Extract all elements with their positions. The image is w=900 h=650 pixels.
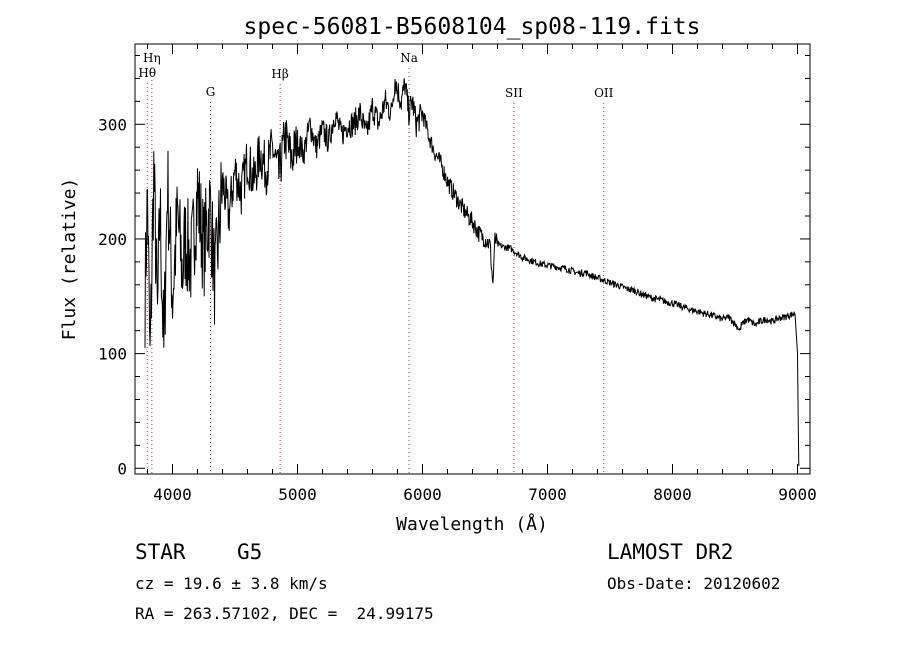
obs-date: Obs-Date: 20120602 bbox=[607, 574, 781, 593]
y-tick-label: 300 bbox=[98, 115, 127, 134]
survey-name: LAMOST DR2 bbox=[607, 540, 734, 564]
chart-title: spec-56081-B5608104_sp08-119.fits bbox=[244, 14, 701, 40]
redshift-cz: cz = 19.6 ± 3.8 km/s bbox=[135, 574, 328, 593]
x-tick-label: 9000 bbox=[778, 485, 817, 504]
annotation-label: G bbox=[206, 85, 216, 99]
annotation-label: Hθ bbox=[138, 66, 156, 80]
annotation-label: Hβ bbox=[271, 67, 288, 81]
y-tick-label: 100 bbox=[98, 345, 127, 364]
x-tick-label: 5000 bbox=[278, 485, 317, 504]
x-tick-label: 8000 bbox=[653, 485, 692, 504]
axis-ticks: 4000 5000 6000 7000 8000 9000 0 100 200 300 bbox=[98, 44, 817, 504]
annotation-label: Na bbox=[400, 51, 418, 65]
spectrum-series-line bbox=[144, 78, 800, 467]
object-subclass: G5 bbox=[237, 540, 263, 564]
plot-frame bbox=[134, 43, 811, 475]
x-tick-label: 7000 bbox=[528, 485, 567, 504]
plot-border bbox=[134, 43, 811, 475]
x-axis-label: Wavelength (Å) bbox=[396, 513, 548, 535]
x-tick-label: 6000 bbox=[403, 485, 442, 504]
series-layer bbox=[144, 78, 800, 467]
coordinates: RA = 263.57102, DEC = 24.99175 bbox=[135, 604, 434, 623]
y-axis-label: Flux (relative) bbox=[59, 178, 80, 341]
object-class: STAR bbox=[135, 540, 186, 564]
x-tick-label: 4000 bbox=[153, 485, 192, 504]
annotation-label: SII bbox=[505, 86, 523, 100]
annotation-label: Hη bbox=[143, 51, 161, 65]
y-tick-label: 0 bbox=[117, 459, 127, 478]
annotation-label: OII bbox=[594, 86, 614, 100]
y-tick-label: 200 bbox=[98, 230, 127, 249]
